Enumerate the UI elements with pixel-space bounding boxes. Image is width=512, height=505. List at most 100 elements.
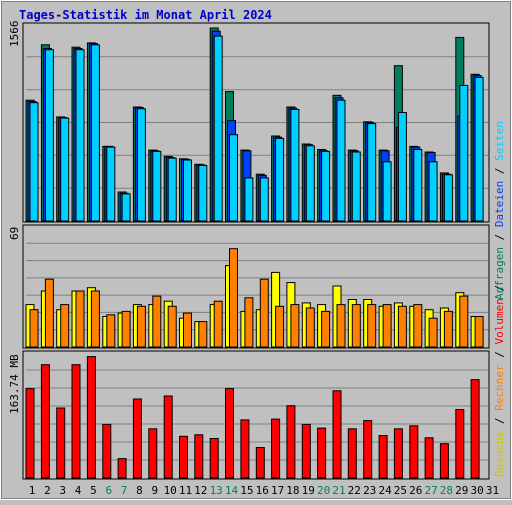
- bar-volumen-day-5: [86, 356, 96, 479]
- x-label-day-6: 6: [105, 484, 112, 497]
- x-label-day-11: 11: [179, 484, 192, 497]
- legend-dateien: Dateien: [493, 181, 506, 227]
- visits-max-label: 69: [8, 227, 21, 240]
- bar-volumen-day-28: [439, 443, 449, 479]
- bar-rechner-day-10: [167, 305, 177, 348]
- legend-besuche: Besuche: [493, 431, 506, 477]
- x-label-day-3: 3: [59, 484, 66, 497]
- legend-rechner: Rechner: [493, 364, 506, 411]
- x-label-day-27: 27: [424, 484, 437, 497]
- bar-seiten-day-26: [413, 149, 423, 222]
- x-label-day-10: 10: [164, 484, 177, 497]
- x-label-day-18: 18: [286, 484, 299, 497]
- x-label-day-13: 13: [210, 484, 223, 497]
- bar-rechner-day-9: [152, 295, 162, 348]
- x-label-day-15: 15: [240, 484, 253, 497]
- requests-max-label: 1566: [8, 21, 21, 48]
- bar-seiten-day-27: [428, 161, 438, 222]
- x-label-day-29: 29: [455, 484, 468, 497]
- x-label-day-16: 16: [256, 484, 269, 497]
- bar-seiten-day-11: [183, 159, 192, 222]
- bar-seiten-day-9: [152, 150, 162, 222]
- bar-seiten-day-24: [382, 161, 392, 222]
- bar-rechner-day-13: [213, 300, 223, 348]
- bar-seiten-day-10: [167, 157, 177, 222]
- bar-rechner-day-8: [136, 305, 146, 348]
- bar-seiten-day-16: [259, 177, 269, 222]
- x-label-day-24: 24: [378, 484, 392, 497]
- bar-seiten-day-25: [397, 112, 407, 222]
- bar-seiten-day-1: [29, 102, 39, 222]
- bar-rechner-day-28: [443, 310, 453, 348]
- x-label-day-28: 28: [440, 484, 453, 497]
- x-label-day-4: 4: [75, 484, 82, 497]
- bar-volumen-day-11: [179, 435, 188, 479]
- bar-seiten-day-17: [275, 137, 285, 222]
- bar-rechner-day-4: [75, 290, 85, 348]
- x-label-day-31: 31: [486, 484, 499, 497]
- x-label-day-8: 8: [136, 484, 143, 497]
- bar-volumen-day-22: [347, 428, 357, 479]
- bar-volumen-day-18: [286, 405, 296, 479]
- legend-top-group: Anfragen / Dateien / Seiten: [493, 121, 506, 300]
- bar-seiten-day-23: [367, 123, 377, 222]
- volume-max-label: 163.74 MB: [8, 354, 21, 414]
- x-label-day-19: 19: [302, 484, 315, 497]
- bar-rechner-day-18: [290, 304, 300, 348]
- bar-volumen-day-4: [71, 364, 81, 479]
- bar-seiten-day-22: [351, 151, 361, 222]
- legend-separator: /: [493, 411, 506, 431]
- x-label-day-21: 21: [332, 484, 345, 497]
- bar-volumen-day-3: [56, 407, 66, 479]
- bar-rechner-day-1: [29, 309, 39, 348]
- bar-rechner-day-22: [351, 304, 361, 348]
- bar-rechner-day-14: [229, 248, 238, 348]
- bar-rechner-day-29: [459, 295, 469, 348]
- bar-rechner-day-2: [44, 278, 54, 348]
- bar-volumen-day-23: [363, 420, 373, 479]
- bar-rechner-day-26: [413, 304, 423, 348]
- bar-rechner-day-25: [397, 305, 407, 348]
- bar-rechner-day-16: [259, 278, 269, 348]
- x-label-day-20: 20: [317, 484, 330, 497]
- bar-volumen-day-29: [455, 409, 465, 479]
- bars-layer: [25, 27, 484, 479]
- bar-rechner-day-23: [367, 304, 377, 348]
- x-label-day-25: 25: [394, 484, 407, 497]
- bar-volumen-day-19: [301, 423, 311, 479]
- bar-volumen-day-21: [332, 390, 342, 479]
- bar-rechner-day-21: [336, 304, 346, 348]
- x-label-day-22: 22: [348, 484, 361, 497]
- bar-rechner-day-19: [305, 307, 315, 348]
- x-label-day-23: 23: [363, 484, 376, 497]
- bar-seiten-day-19: [305, 145, 315, 222]
- bar-volumen-day-14: [225, 388, 234, 479]
- bar-volumen-day-24: [378, 435, 388, 479]
- bar-rechner-day-27: [428, 317, 438, 348]
- right-legend: Besuche / Rechner / Volumen / Anfragen /…: [493, 121, 506, 477]
- bar-rechner-day-12: [198, 321, 208, 348]
- bar-seiten-day-6: [106, 146, 116, 222]
- x-label-day-9: 9: [151, 484, 158, 497]
- bar-seiten-day-28: [443, 174, 453, 222]
- bar-rechner-day-20: [321, 310, 331, 348]
- x-label-day-1: 1: [29, 484, 36, 497]
- bar-rechner-day-7: [121, 310, 131, 348]
- bar-volumen-day-20: [317, 427, 327, 479]
- x-label-day-14: 14: [225, 484, 239, 497]
- bar-rechner-day-11: [183, 312, 192, 348]
- legend-anfragen: Anfragen: [493, 247, 506, 300]
- bar-volumen-day-7: [117, 458, 127, 479]
- chart-title: Tages-Statistik im Monat April 2024: [19, 8, 272, 22]
- bar-volumen-day-17: [271, 418, 281, 479]
- bar-seiten-day-5: [90, 44, 100, 222]
- legend-separator: /: [493, 345, 506, 365]
- bar-rechner-day-5: [90, 290, 100, 348]
- bar-seiten-day-7: [121, 193, 131, 222]
- x-label-day-30: 30: [470, 484, 483, 497]
- bar-volumen-day-6: [102, 423, 112, 479]
- bar-volumen-day-1: [25, 388, 35, 479]
- bar-seiten-day-3: [60, 117, 70, 222]
